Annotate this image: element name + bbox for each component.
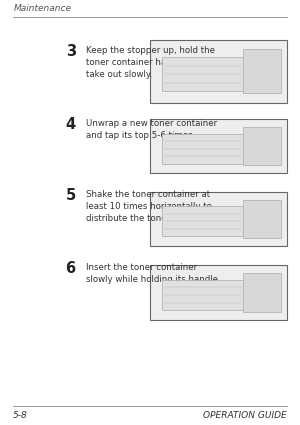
- Bar: [243, 200, 281, 238]
- Text: Insert the toner container
slowly while holding its handle.: Insert the toner container slowly while …: [86, 263, 221, 284]
- Bar: [162, 280, 244, 310]
- Bar: [243, 273, 281, 312]
- Bar: [150, 192, 287, 246]
- Text: Maintenance: Maintenance: [13, 4, 71, 13]
- Text: Keep the stopper up, hold the
toner container handle and
take out slowly.: Keep the stopper up, hold the toner cont…: [86, 46, 215, 79]
- Bar: [162, 134, 244, 164]
- Bar: [150, 119, 287, 173]
- Text: Shake the toner container at
least 10 times horizontally to
distribute the toner: Shake the toner container at least 10 ti…: [86, 190, 212, 224]
- Bar: [150, 265, 287, 320]
- Text: 5: 5: [65, 188, 76, 204]
- Bar: [150, 40, 287, 102]
- Bar: [162, 207, 244, 236]
- Text: Unwrap a new toner container
and tap its top 5-6 times.: Unwrap a new toner container and tap its…: [86, 119, 217, 140]
- Text: 5-8: 5-8: [13, 411, 28, 420]
- Bar: [243, 128, 281, 165]
- Text: 4: 4: [66, 117, 76, 132]
- Bar: [243, 49, 281, 93]
- Text: OPERATION GUIDE: OPERATION GUIDE: [203, 411, 287, 420]
- Bar: [162, 57, 244, 91]
- Text: 3: 3: [66, 44, 76, 60]
- Text: 6: 6: [66, 261, 76, 276]
